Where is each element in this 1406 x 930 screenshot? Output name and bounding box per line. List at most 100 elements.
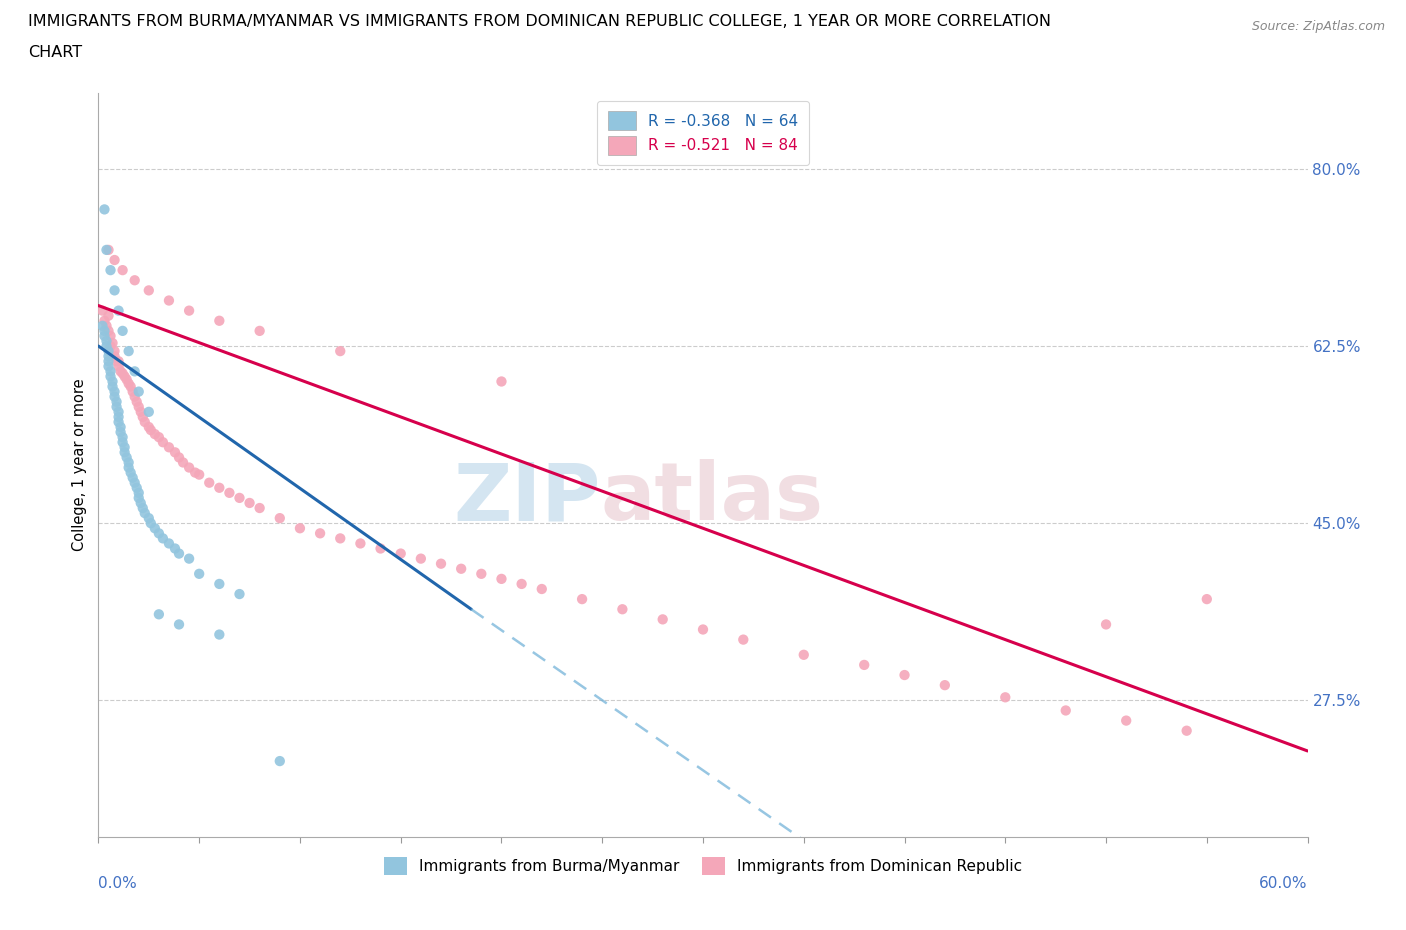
Point xyxy=(97,243,120,258)
Point xyxy=(228,490,250,505)
Point xyxy=(143,521,166,536)
Point xyxy=(139,516,162,531)
Point xyxy=(103,384,125,399)
Point xyxy=(179,303,201,318)
Point xyxy=(96,318,118,333)
Point xyxy=(114,440,136,455)
Point xyxy=(1175,724,1198,738)
Point xyxy=(107,359,129,374)
Point xyxy=(228,587,250,602)
Point xyxy=(470,566,492,581)
Point xyxy=(101,336,124,351)
Point xyxy=(430,556,453,571)
Point xyxy=(167,617,190,631)
Point xyxy=(793,647,815,662)
Point xyxy=(179,460,201,475)
Point xyxy=(118,376,141,391)
Point xyxy=(651,612,673,627)
Point xyxy=(97,324,120,339)
Point xyxy=(107,415,129,430)
Point xyxy=(510,577,533,591)
Point xyxy=(124,272,146,287)
Text: ZIP: ZIP xyxy=(453,459,600,538)
Point xyxy=(107,303,129,318)
Point xyxy=(152,435,174,450)
Point xyxy=(269,511,291,525)
Point xyxy=(114,445,136,459)
Point xyxy=(163,541,186,556)
Point xyxy=(571,591,593,606)
Point xyxy=(208,627,231,642)
Point xyxy=(96,334,118,349)
Point xyxy=(249,500,271,515)
Text: IMMIGRANTS FROM BURMA/MYANMAR VS IMMIGRANTS FROM DOMINICAN REPUBLIC COLLEGE, 1 Y: IMMIGRANTS FROM BURMA/MYANMAR VS IMMIGRA… xyxy=(28,14,1052,29)
Point xyxy=(115,450,138,465)
Text: 60.0%: 60.0% xyxy=(1260,876,1308,891)
Point xyxy=(107,353,129,368)
Point xyxy=(198,475,221,490)
Point xyxy=(994,690,1017,705)
Point xyxy=(91,303,114,318)
Point xyxy=(97,308,120,323)
Point xyxy=(269,753,291,768)
Point xyxy=(134,506,156,521)
Point xyxy=(692,622,714,637)
Point xyxy=(208,480,231,495)
Point xyxy=(93,324,115,339)
Point xyxy=(107,409,129,424)
Point xyxy=(389,546,412,561)
Point xyxy=(157,536,180,551)
Point xyxy=(93,328,115,343)
Point xyxy=(121,384,143,399)
Point xyxy=(491,374,513,389)
Point xyxy=(97,349,120,364)
Point xyxy=(132,500,155,515)
Point xyxy=(409,551,432,566)
Point xyxy=(1054,703,1077,718)
Point xyxy=(167,450,190,465)
Point xyxy=(329,344,352,359)
Point xyxy=(208,577,231,591)
Point xyxy=(138,405,160,419)
Legend: Immigrants from Burma/Myanmar, Immigrants from Dominican Republic: Immigrants from Burma/Myanmar, Immigrant… xyxy=(378,851,1028,882)
Text: Source: ZipAtlas.com: Source: ZipAtlas.com xyxy=(1251,20,1385,33)
Point xyxy=(249,324,271,339)
Point xyxy=(100,262,122,277)
Point xyxy=(1095,617,1118,631)
Point xyxy=(612,602,634,617)
Point xyxy=(208,313,231,328)
Point xyxy=(148,607,170,622)
Point xyxy=(184,465,207,480)
Point xyxy=(157,440,180,455)
Point xyxy=(491,571,513,586)
Point xyxy=(111,430,134,445)
Point xyxy=(143,427,166,442)
Point xyxy=(148,525,170,540)
Point xyxy=(370,541,392,556)
Point xyxy=(103,253,125,268)
Point xyxy=(157,293,180,308)
Point xyxy=(101,374,124,389)
Point xyxy=(115,372,138,387)
Point xyxy=(118,455,141,470)
Point xyxy=(288,521,311,536)
Point xyxy=(128,485,150,500)
Point xyxy=(114,369,136,384)
Point xyxy=(103,283,125,298)
Point xyxy=(179,551,201,566)
Point xyxy=(103,344,125,359)
Text: 0.0%: 0.0% xyxy=(98,876,138,891)
Point xyxy=(138,283,160,298)
Point xyxy=(100,339,122,353)
Point xyxy=(124,390,146,405)
Text: CHART: CHART xyxy=(28,45,82,60)
Point xyxy=(93,202,115,217)
Point xyxy=(934,678,956,693)
Point xyxy=(118,344,141,359)
Point xyxy=(853,658,876,672)
Point xyxy=(110,425,132,440)
Point xyxy=(103,349,125,364)
Point xyxy=(128,490,150,505)
Point xyxy=(111,365,134,380)
Point xyxy=(134,415,156,430)
